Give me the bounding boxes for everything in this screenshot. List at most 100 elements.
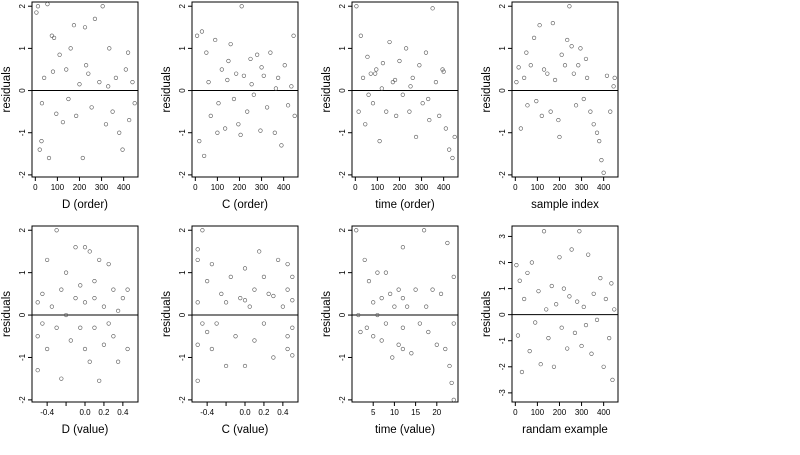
y-tick-label: 2 [338,3,347,8]
data-point [71,23,77,28]
x-tick-label: 0 [513,183,518,192]
data-point [586,252,591,257]
data-point [195,257,200,263]
data-point [238,132,243,137]
y-tick-label: 2 [18,227,27,232]
data-point [242,298,248,303]
data-point [533,320,538,325]
x-tick-label: 200 [393,183,407,192]
data-point [400,245,405,250]
data-point [82,25,88,30]
data-point [576,63,581,68]
data-point [572,330,578,336]
data-point [125,50,131,55]
panel-4: 0 100 200 300 400 -2 -1 0 1 2 sample index residual… [481,1,619,211]
data-point [107,46,112,51]
data-point [413,287,418,292]
data-point [549,283,554,289]
data-point [450,155,455,161]
x-axis-label: D (order) [62,199,108,211]
data-point [541,229,547,234]
data-point [529,260,534,265]
data-point [516,65,521,70]
data-point [390,80,395,85]
y-tick-label: 1 [498,286,507,291]
data-point [209,262,214,267]
data-point [447,147,452,152]
data-point [538,362,543,367]
y-axis-label: residuals [1,66,13,112]
x-axis-label: randam example [522,424,608,436]
data-point [59,287,64,292]
data-point [54,111,59,116]
data-point [116,308,121,313]
x-tick-label: 0.2 [258,408,270,417]
data-point [39,139,44,144]
data-point [276,257,281,263]
data-point [396,342,401,347]
data-point [567,294,572,299]
data-point [80,155,85,161]
data-point [226,58,231,64]
data-point [413,134,419,140]
data-point [78,283,83,288]
x-tick-label: 400 [437,183,451,192]
data-point [84,63,89,68]
x-tick-label: 300 [415,183,429,192]
data-point [213,37,218,43]
data-point [40,291,45,296]
data-point [78,325,83,330]
y-axis-label: residuals [321,66,333,112]
data-point [550,20,555,26]
data-point [370,101,376,106]
data-point [285,103,291,108]
data-point [236,122,241,127]
data-point [380,61,386,66]
data-point [200,321,205,326]
data-point [116,359,121,364]
data-point [375,312,380,318]
data-point [583,322,589,328]
y-tick-label: 1 [338,270,347,275]
data-point [519,369,525,375]
data-point [390,355,395,360]
data-point [261,321,267,326]
data-point [567,4,572,9]
data-point [195,300,200,305]
data-point [437,113,442,118]
data-point [247,304,252,309]
data-point [271,293,276,299]
data-point [579,343,584,349]
data-point [400,295,405,301]
data-point [388,291,393,296]
data-point [45,257,50,263]
data-point [609,281,614,286]
data-point [92,325,97,330]
data-point [405,304,410,309]
panel-1: 0 100 200 300 400 -2 -1 0 1 2 D (order) residuals [1,1,139,211]
x-tick-label: 200 [233,183,247,192]
x-tick-label: 400 [117,183,131,192]
x-tick-label: 400 [597,408,611,417]
data-point [223,126,228,131]
data-point [569,247,574,252]
data-point [35,4,41,9]
data-point [219,67,224,72]
y-tick-label: 0 [178,88,187,93]
data-point [206,80,211,85]
x-tick-label: 100 [531,408,545,417]
data-point [120,295,125,301]
x-tick-label: 300 [575,408,589,417]
data-point [87,359,92,364]
data-point [82,346,88,352]
y-tick-label: -1 [18,129,27,137]
data-point [257,249,262,254]
data-point [377,139,382,144]
y-tick-label: -1 [338,353,347,361]
x-tick-label: 200 [73,183,87,192]
data-point [358,329,363,335]
data-point [522,75,527,81]
data-point [106,321,111,326]
data-point [34,10,39,15]
